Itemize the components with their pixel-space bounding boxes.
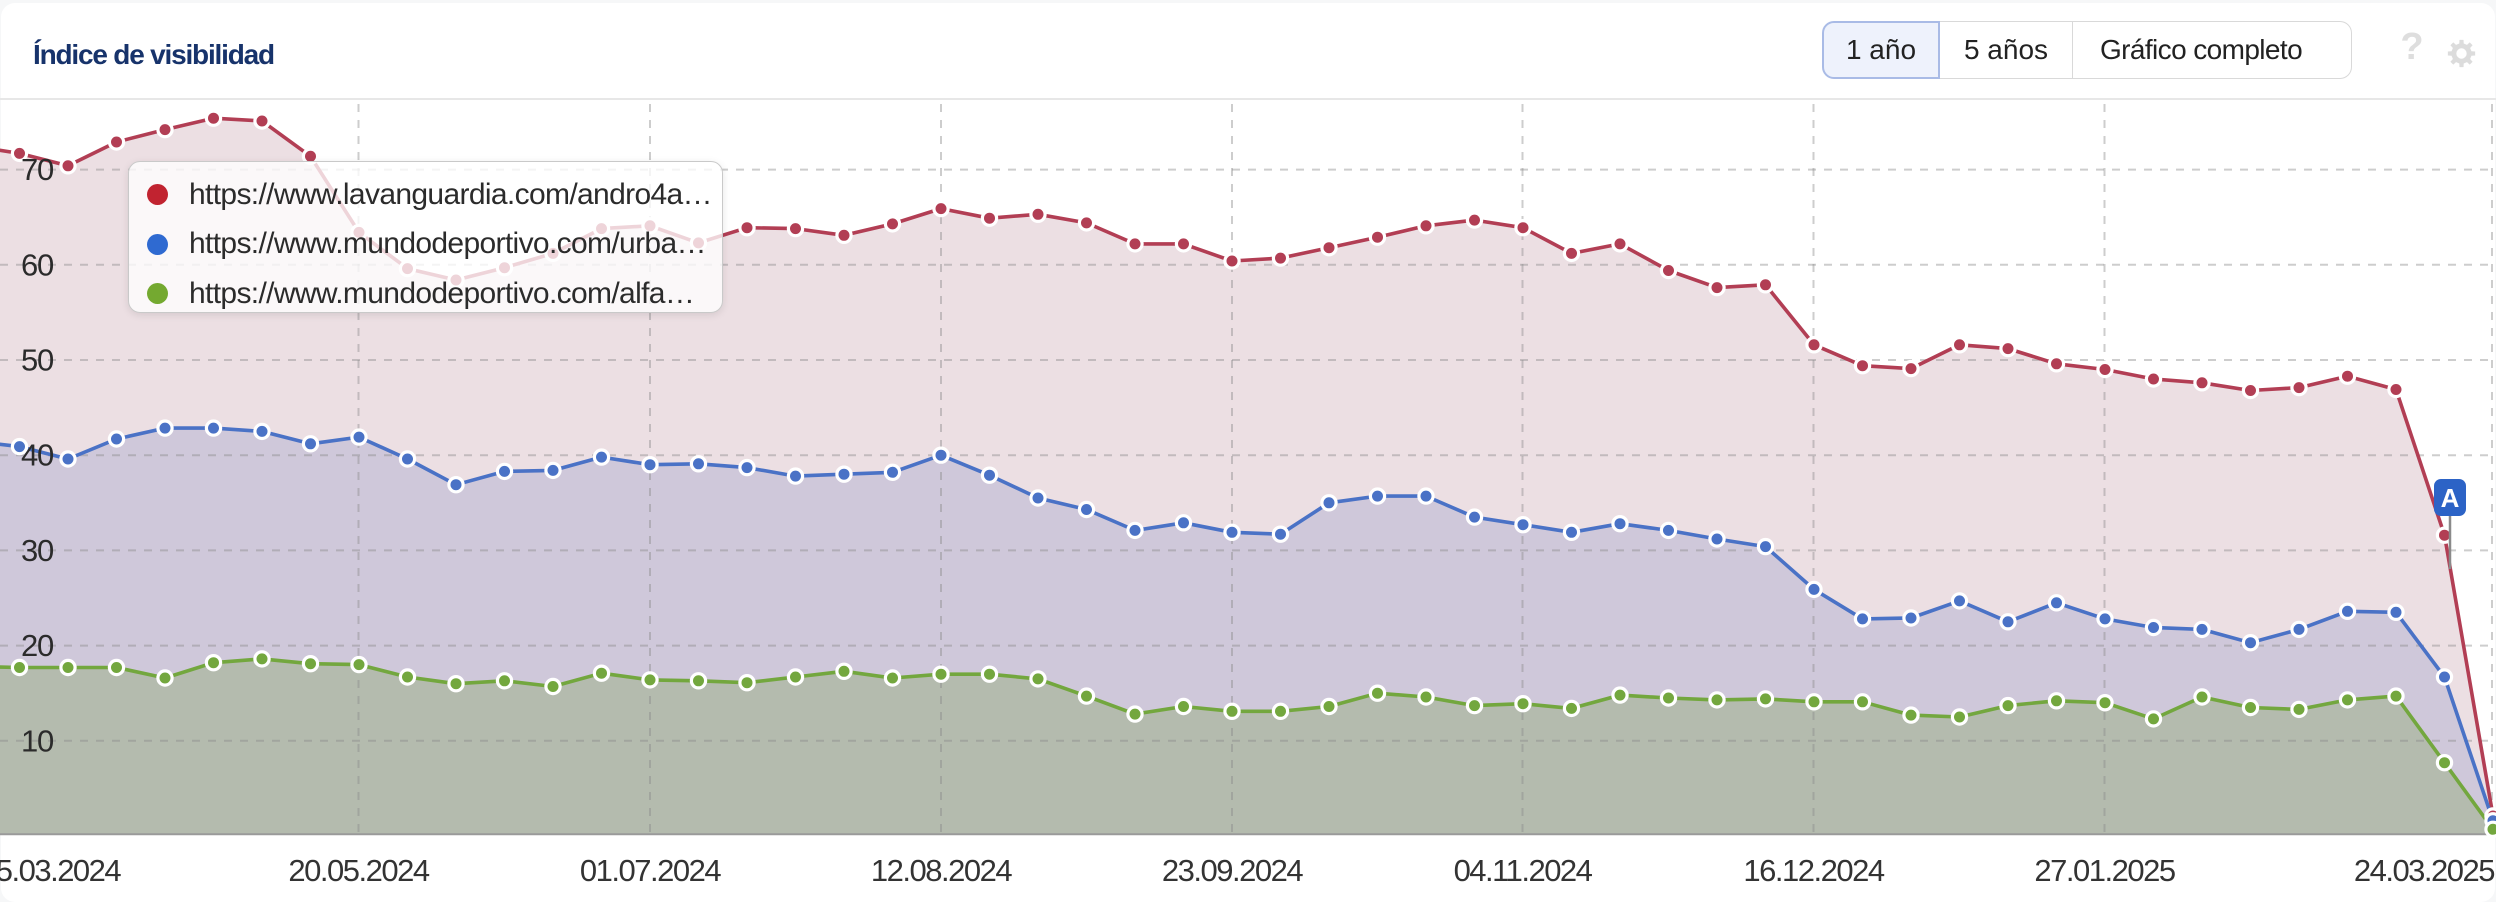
svg-text:30: 30 (21, 533, 54, 568)
svg-text:25.03.2024: 25.03.2024 (0, 853, 121, 888)
svg-text:24.03.2025: 24.03.2025 (2354, 853, 2494, 888)
svg-text:20: 20 (21, 628, 54, 663)
svg-text:50: 50 (21, 343, 54, 378)
svg-text:70: 70 (21, 152, 54, 187)
svg-text:23.09.2024: 23.09.2024 (1162, 853, 1303, 888)
svg-text:01.07.2024: 01.07.2024 (580, 853, 721, 888)
svg-text:60: 60 (21, 247, 54, 282)
svg-text:12.08.2024: 12.08.2024 (871, 853, 1012, 888)
svg-text:27.01.2025: 27.01.2025 (2034, 853, 2174, 888)
svg-text:04.11.2024: 04.11.2024 (1454, 853, 1593, 888)
svg-text:10: 10 (21, 723, 54, 758)
svg-text:20.05.2024: 20.05.2024 (288, 853, 429, 888)
svg-text:16.12.2024: 16.12.2024 (1743, 853, 1884, 888)
svg-text:A: A (2441, 483, 2460, 513)
svg-text:40: 40 (21, 438, 54, 473)
